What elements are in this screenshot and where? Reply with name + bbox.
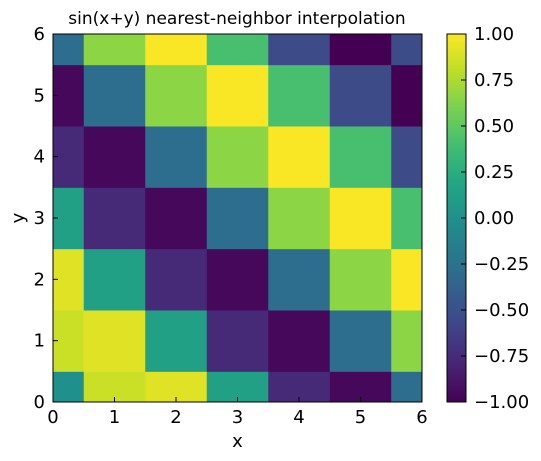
heatmap-cell: [391, 126, 423, 188]
heatmap-cell: [391, 371, 423, 403]
x-tick-label: 6: [416, 407, 427, 428]
x-tick-label: 0: [47, 407, 58, 428]
colorbar-tick-label: 0.00: [474, 208, 514, 229]
x-tick-label: 2: [170, 407, 181, 428]
heatmap-cell: [206, 64, 269, 127]
heatmap-cell: [329, 126, 392, 188]
heatmap-cell: [53, 310, 85, 372]
heatmap-cell: [145, 187, 208, 250]
heatmap-cell: [83, 187, 146, 250]
y-tick-label: 4: [34, 147, 45, 168]
colorbar-tick-label: −1.00: [474, 392, 529, 413]
heatmap-cell: [53, 248, 85, 311]
x-tick-label: 1: [109, 407, 120, 428]
heatmap-cell: [83, 64, 146, 127]
heatmap-cell: [206, 248, 269, 311]
chart-title: sin(x+y) nearest-neighbor interpolation: [68, 9, 405, 29]
heatmap-cell: [53, 34, 85, 66]
y-tick-label: 2: [34, 269, 45, 290]
heatmap-cell: [145, 64, 208, 127]
heatmap-cell: [206, 34, 269, 66]
heatmap-cell: [53, 371, 85, 403]
heatmap-cell: [391, 187, 423, 250]
heatmap-cell: [268, 248, 331, 311]
heatmap-cell: [83, 310, 146, 372]
heatmap-cell: [391, 248, 423, 311]
colorbar-tick-label: 1.00: [474, 24, 514, 45]
heatmap-cell: [206, 187, 269, 250]
heatmap-cell: [268, 34, 331, 66]
heatmap-cell: [391, 310, 423, 372]
heatmap-cell: [391, 64, 423, 127]
heatmap-cell: [329, 64, 392, 127]
y-tick-label: 0: [34, 392, 45, 413]
heatmap-cell: [53, 126, 85, 188]
y-tick-label: 5: [34, 85, 45, 106]
heatmap-cell: [329, 310, 392, 372]
heatmap-cell: [53, 187, 85, 250]
heatmap-cell: [268, 187, 331, 250]
y-tick-label: 1: [34, 331, 45, 352]
heatmap-cell: [391, 34, 423, 66]
heatmap-cell: [329, 248, 392, 311]
heatmap-cell: [268, 310, 331, 372]
heatmap-cell: [145, 126, 208, 188]
colorbar-tick-label: −0.25: [474, 254, 529, 275]
colorbar-tick-label: 0.50: [474, 116, 514, 137]
y-tick-label: 3: [34, 208, 45, 229]
x-tick-label: 5: [355, 407, 366, 428]
heatmap-cell: [206, 310, 269, 372]
heatmap-cell: [329, 187, 392, 250]
colorbar-tick-label: 0.25: [474, 162, 514, 183]
colorbar-tick-label: −0.50: [474, 300, 529, 321]
heatmap-cell: [53, 64, 85, 127]
x-tick-label: 3: [232, 407, 243, 428]
heatmap-cell: [206, 126, 269, 188]
y-axis-label: y: [8, 212, 29, 223]
heatmap-cell: [83, 248, 146, 311]
colorbar-ticks: −1.00 −0.75 −0.50 −0.25 0.00 0.25 0.50 0.75 1.00: [461, 24, 529, 413]
x-axis-label: x: [232, 431, 243, 452]
heatmap-cells: [53, 34, 423, 403]
heatmap-cell: [145, 248, 208, 311]
x-tick-label: 4: [293, 407, 304, 428]
colorbar-tick-label: −0.75: [474, 346, 529, 367]
y-axis-ticks: 0 1 2 3 4 5 6: [34, 24, 58, 413]
heatmap-cell: [268, 126, 331, 188]
heatmap-cell: [83, 126, 146, 188]
heatmap-cell: [329, 34, 392, 66]
heatmap-cell: [145, 34, 208, 66]
heatmap-cell: [145, 310, 208, 372]
y-tick-label: 6: [34, 24, 45, 45]
heatmap-cell: [83, 34, 146, 66]
x-axis-ticks: 0 1 2 3 4 5 6: [47, 397, 428, 428]
heatmap-cell: [268, 64, 331, 127]
colorbar-tick-label: 0.75: [474, 70, 514, 91]
